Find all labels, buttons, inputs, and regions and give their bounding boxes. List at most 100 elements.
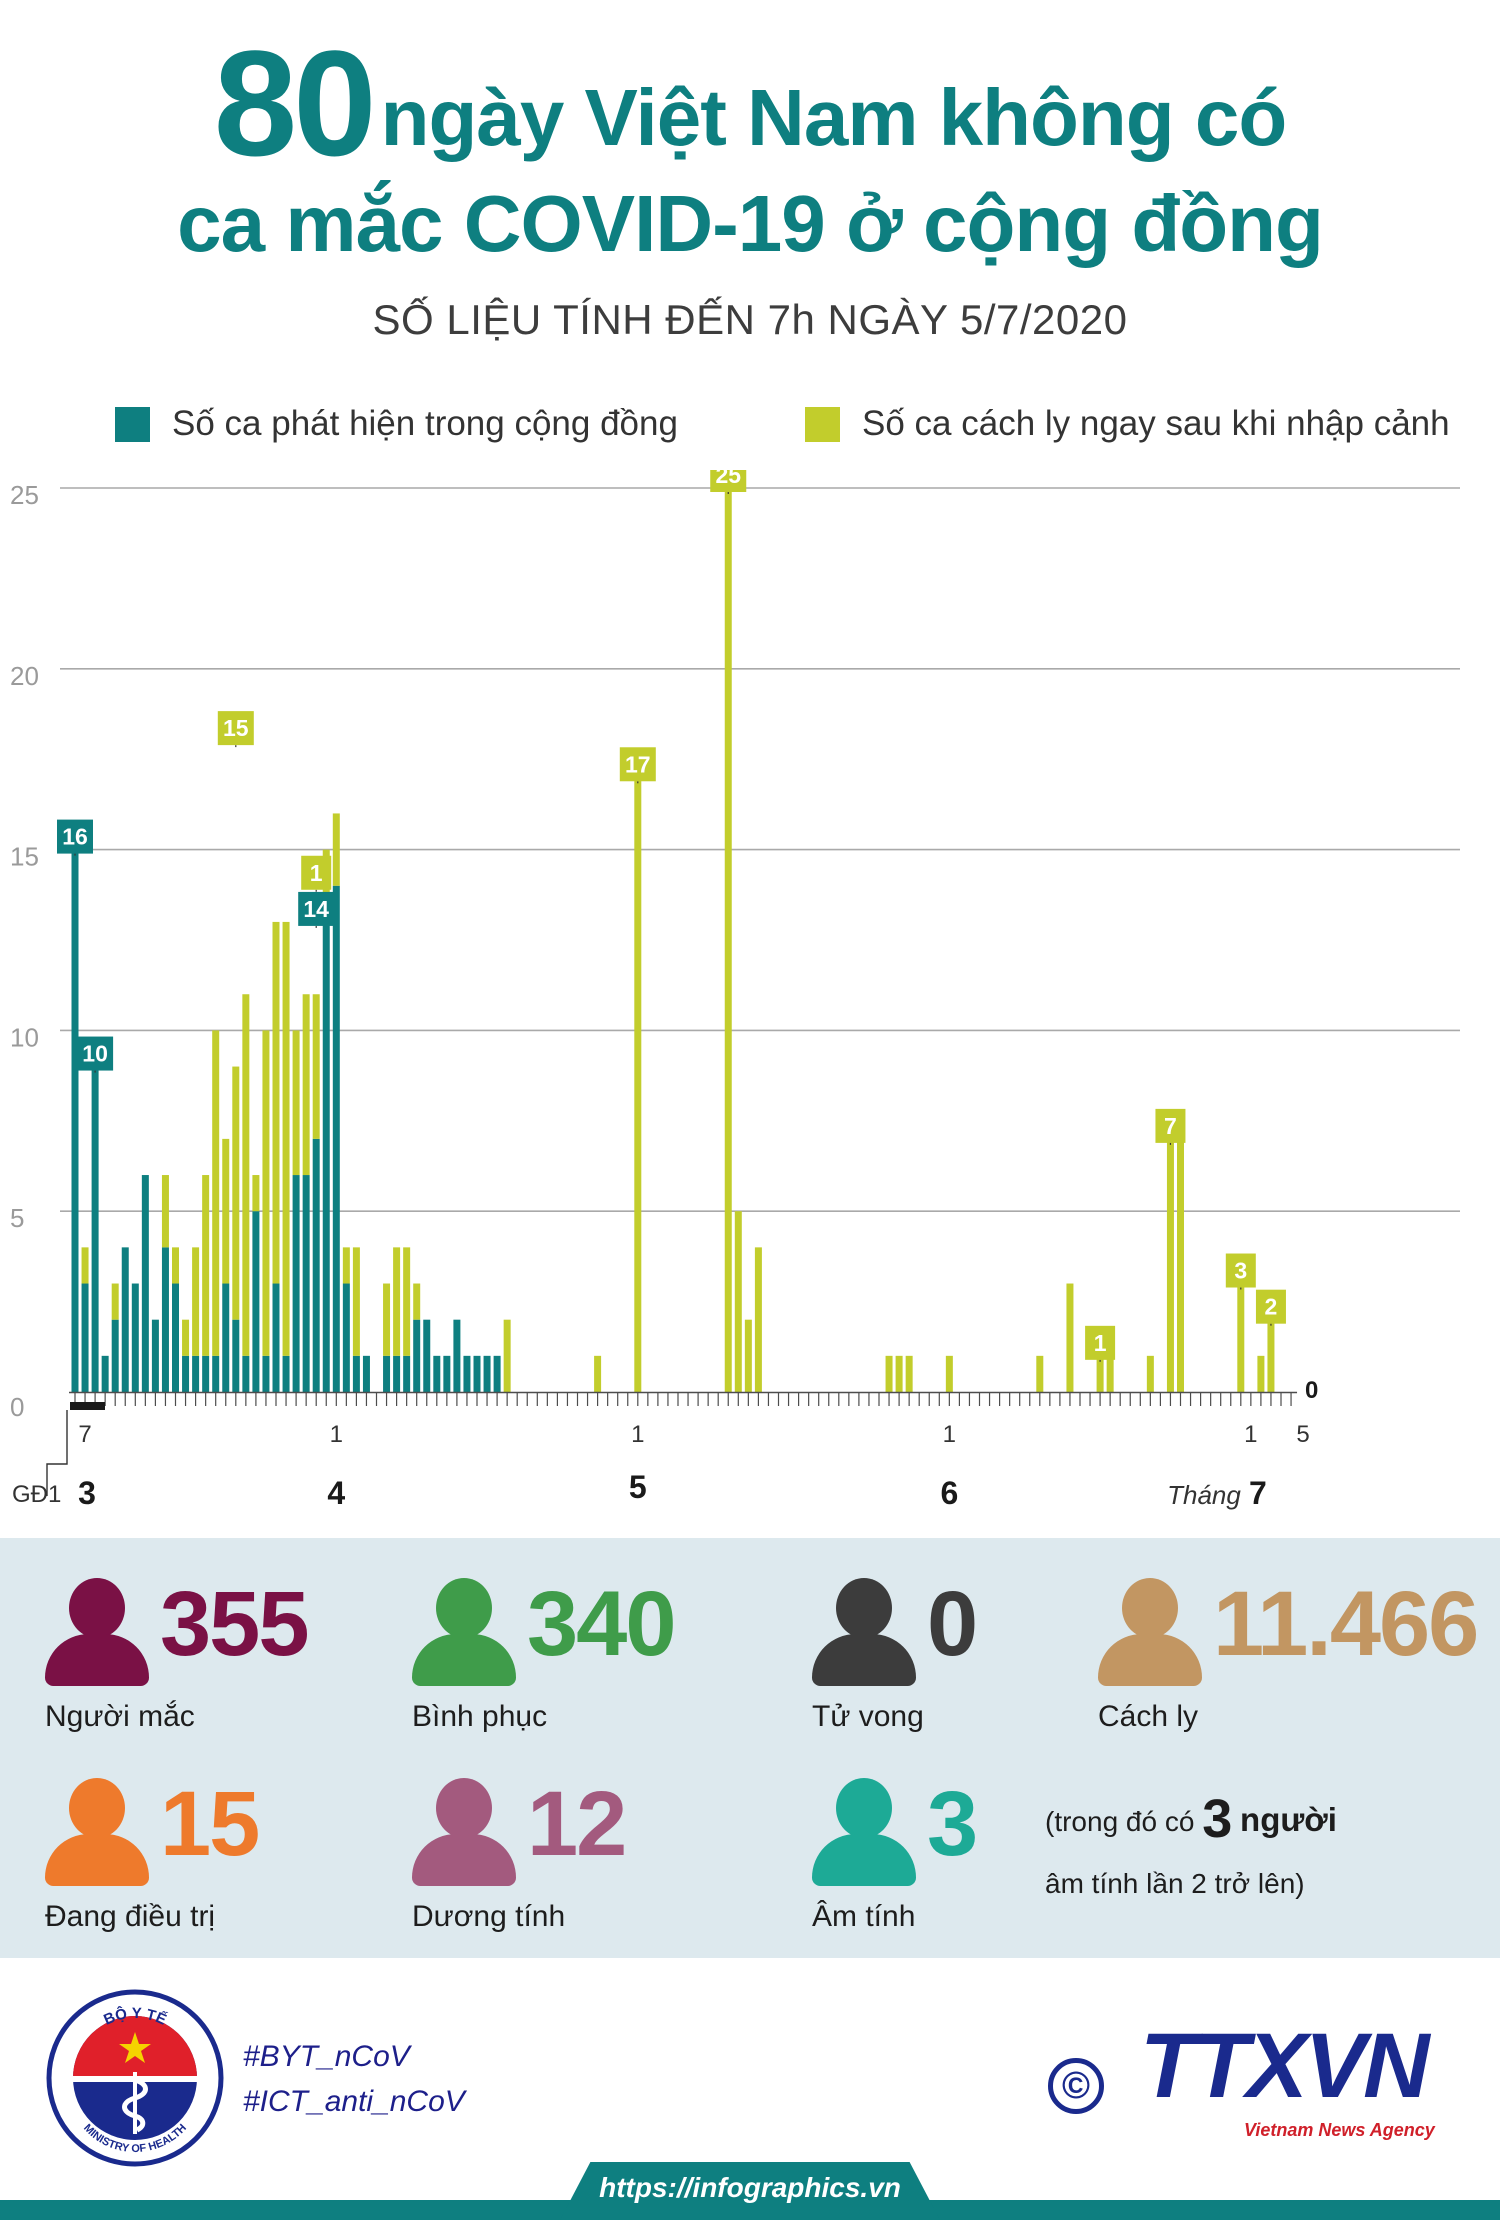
bar-community <box>141 1175 149 1392</box>
bar-community <box>332 885 340 1392</box>
bar-community <box>443 1355 451 1392</box>
title-line1: ngày Việt Nam không có <box>380 73 1288 162</box>
stat-value: 340 <box>527 1573 676 1675</box>
bar-community <box>362 1355 370 1392</box>
y-tick-label: 15 <box>10 842 39 872</box>
bar-community <box>302 1175 310 1392</box>
bar-quarantine <box>292 1030 300 1176</box>
bar-community <box>182 1355 190 1392</box>
bar-community <box>342 1283 350 1392</box>
chart-bars <box>71 488 1275 1392</box>
phase-bracket <box>46 1410 68 1496</box>
bar-quarantine <box>242 994 250 1356</box>
bar-community <box>71 849 79 1392</box>
negative-note: (trong đó có 3 người âm tính lần 2 trở l… <box>1045 1778 1337 1905</box>
bar-quarantine <box>232 1066 240 1320</box>
x-month-label: 7 <box>1249 1475 1267 1511</box>
bar-quarantine <box>945 1355 953 1392</box>
bar-quarantine <box>81 1247 89 1284</box>
bar-quarantine <box>222 1138 230 1284</box>
callout-box <box>301 855 332 890</box>
bar-quarantine <box>634 777 642 1392</box>
person-icon <box>812 1578 916 1688</box>
callout-label: 7 <box>1164 1113 1177 1139</box>
bar-quarantine <box>192 1247 200 1356</box>
bar-quarantine <box>312 994 320 1139</box>
bar-quarantine <box>1177 1138 1184 1392</box>
y-tick-label: 5 <box>10 1203 24 1233</box>
bar-quarantine <box>744 1319 752 1392</box>
x-month-label: 3 <box>78 1475 96 1511</box>
y-tick-label: 20 <box>10 661 39 691</box>
bar-quarantine <box>272 921 280 1284</box>
stat-value: 0 <box>927 1573 978 1675</box>
site-url[interactable]: https://infographics.vn <box>599 2172 901 2203</box>
bar-quarantine <box>212 1030 220 1356</box>
y-tick-label: 10 <box>10 1022 39 1052</box>
stat-label: Dương tính <box>412 1900 566 1933</box>
callout-box <box>77 1036 114 1071</box>
bar-community <box>423 1319 431 1392</box>
bar-quarantine <box>182 1319 190 1356</box>
month-prefix: Tháng <box>1167 1480 1241 1510</box>
bar-community <box>172 1283 179 1392</box>
bar-quarantine <box>342 1247 350 1284</box>
note-unit: người <box>1240 1801 1337 1838</box>
bar-community <box>463 1355 471 1392</box>
bar-quarantine <box>252 1175 260 1212</box>
bar-community <box>202 1355 210 1392</box>
ttxvn-logo: TTXVN <box>1140 2015 1430 2117</box>
person-icon <box>1098 1578 1202 1688</box>
bar-community <box>121 1247 129 1392</box>
bar-quarantine <box>503 1319 511 1392</box>
bar-quarantine <box>754 1247 762 1392</box>
bar-community <box>91 1066 99 1392</box>
bar-quarantine <box>1036 1355 1044 1392</box>
person-icon <box>45 1778 149 1888</box>
person-icon <box>412 1778 516 1888</box>
callout-label: 1 <box>1094 1330 1107 1356</box>
bar-quarantine <box>885 1355 893 1392</box>
bar-community <box>262 1355 270 1392</box>
stat-label: Bình phục <box>412 1700 548 1733</box>
y-tick-label: 25 <box>10 480 39 510</box>
legend-community: Số ca phát hiện trong cộng đồng <box>115 404 678 444</box>
legend-swatch-community <box>115 406 150 442</box>
title-line2: ca mắc COVID-19 ở cộng đồng <box>177 179 1324 268</box>
x-day-label: 1 <box>330 1421 343 1448</box>
hashtag-ict[interactable]: #ICT_anti_nCoV <box>243 2085 465 2118</box>
bar-community <box>483 1355 491 1392</box>
bar-quarantine <box>1096 1355 1104 1392</box>
hashtag-byt[interactable]: #BYT_nCoV <box>243 2040 410 2073</box>
bar-community <box>151 1319 159 1392</box>
bar-community <box>272 1283 280 1392</box>
bar-quarantine <box>1166 1138 1174 1392</box>
callout-box <box>619 747 656 782</box>
bar-quarantine <box>1106 1355 1114 1392</box>
stat-value: 12 <box>527 1773 627 1875</box>
bar-community <box>383 1355 391 1392</box>
stat-label: Âm tính <box>812 1900 916 1933</box>
callout-label: 2 <box>1265 1294 1278 1320</box>
note-line2: âm tính lần 2 trở lên) <box>1045 1867 1305 1899</box>
bar-community <box>222 1283 230 1392</box>
bar-quarantine <box>403 1247 411 1356</box>
url-tab <box>560 2162 940 2220</box>
ministry-of-health-logo: BỘ Y TẾ MINISTRY OF HEALTH <box>46 1989 224 2167</box>
bar-quarantine <box>594 1355 602 1392</box>
bar-community <box>101 1355 109 1392</box>
callout-label: 16 <box>62 824 88 850</box>
bar-community <box>111 1319 119 1392</box>
page-title: 80 ngày Việt Nam không có ca mắc COVID-19… <box>0 28 1500 264</box>
stat-label: Đang điều trị <box>45 1900 216 1933</box>
x-day-label: 1 <box>631 1421 644 1448</box>
y-axis: 0 5 10 15 20 25 <box>10 480 39 1422</box>
bar-quarantine <box>895 1355 903 1392</box>
bar-quarantine <box>1237 1283 1245 1392</box>
callout-box <box>1155 1108 1186 1143</box>
legend-swatch-quarantine <box>805 406 840 442</box>
bar-community <box>493 1355 501 1392</box>
stat-label: Người mắc <box>45 1700 195 1733</box>
bar-community <box>81 1283 89 1392</box>
